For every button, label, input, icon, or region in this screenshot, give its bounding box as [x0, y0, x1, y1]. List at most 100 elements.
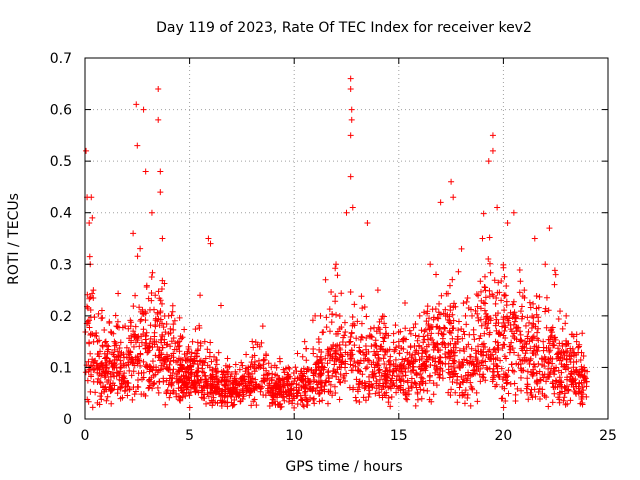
data-point [385, 399, 392, 406]
data-point [545, 356, 552, 363]
data-point [131, 331, 138, 338]
data-point [570, 349, 577, 356]
data-point [491, 277, 498, 284]
data-point [191, 372, 198, 379]
data-point [140, 106, 147, 113]
data-point [430, 314, 437, 321]
data-point [142, 168, 149, 175]
data-point [500, 404, 507, 411]
data-point [185, 357, 192, 364]
data-point [203, 400, 210, 407]
data-point [511, 380, 518, 387]
data-point [229, 402, 236, 409]
data-point [105, 346, 112, 353]
data-point [335, 376, 342, 383]
data-point [132, 323, 139, 330]
data-point [251, 361, 258, 368]
data-point [268, 377, 275, 384]
data-point [516, 289, 523, 296]
data-point [92, 389, 99, 396]
data-point [374, 287, 381, 294]
data-point [96, 378, 103, 385]
data-point [422, 380, 429, 387]
data-point [372, 390, 379, 397]
data-point [104, 350, 111, 357]
data-point [491, 372, 498, 379]
data-point [102, 364, 109, 371]
data-point [583, 378, 590, 385]
data-point [83, 147, 90, 154]
data-point [165, 366, 172, 373]
data-point [125, 361, 132, 368]
data-point [541, 363, 548, 370]
data-point [437, 199, 444, 206]
data-point [100, 384, 107, 391]
data-point [159, 344, 166, 351]
data-point [516, 266, 523, 273]
data-point [376, 366, 383, 373]
data-point [374, 362, 381, 369]
data-point [514, 385, 521, 392]
data-point [373, 380, 380, 387]
data-point [569, 345, 576, 352]
data-point [247, 387, 254, 394]
data-point [198, 389, 205, 396]
data-point [297, 376, 304, 383]
data-point [310, 350, 317, 357]
data-point [148, 289, 155, 296]
data-point [461, 356, 468, 363]
data-point [142, 317, 149, 324]
data-point [566, 351, 573, 358]
data-point [371, 341, 378, 348]
data-point [331, 361, 338, 368]
data-point [291, 377, 298, 384]
data-point [84, 305, 91, 312]
data-point [157, 308, 164, 315]
data-point [477, 305, 484, 312]
data-point [108, 360, 115, 367]
data-point [419, 367, 426, 374]
data-point [89, 404, 96, 411]
data-point [330, 341, 337, 348]
data-point [536, 293, 543, 300]
data-point [168, 381, 175, 388]
data-point [221, 390, 228, 397]
data-point [477, 365, 484, 372]
data-point [489, 147, 496, 154]
data-point [430, 380, 437, 387]
data-point [167, 343, 174, 350]
data-point [499, 395, 506, 402]
data-point [329, 392, 336, 399]
data-point [305, 379, 312, 386]
data-point [154, 310, 161, 317]
data-point [446, 282, 453, 289]
data-point [563, 341, 570, 348]
data-point [495, 310, 502, 317]
data-point [420, 339, 427, 346]
data-point [140, 358, 147, 365]
data-point [485, 320, 492, 327]
data-point [483, 364, 490, 371]
data-point [162, 355, 169, 362]
data-point [93, 333, 100, 340]
data-point [186, 404, 193, 411]
data-point [90, 295, 97, 302]
data-point [381, 335, 388, 342]
data-point [441, 340, 448, 347]
data-point [158, 285, 165, 292]
data-point [364, 220, 371, 227]
x-tick-label: 0 [81, 428, 90, 444]
data-point [114, 390, 121, 397]
data-point [398, 345, 405, 352]
data-point [372, 373, 379, 380]
data-point [196, 358, 203, 365]
data-point [390, 368, 397, 375]
data-point [366, 390, 373, 397]
data-point [111, 373, 118, 380]
data-point [191, 384, 198, 391]
data-point [341, 372, 348, 379]
data-point [86, 220, 93, 227]
data-point [181, 375, 188, 382]
data-point [567, 397, 574, 404]
data-point [166, 394, 173, 401]
